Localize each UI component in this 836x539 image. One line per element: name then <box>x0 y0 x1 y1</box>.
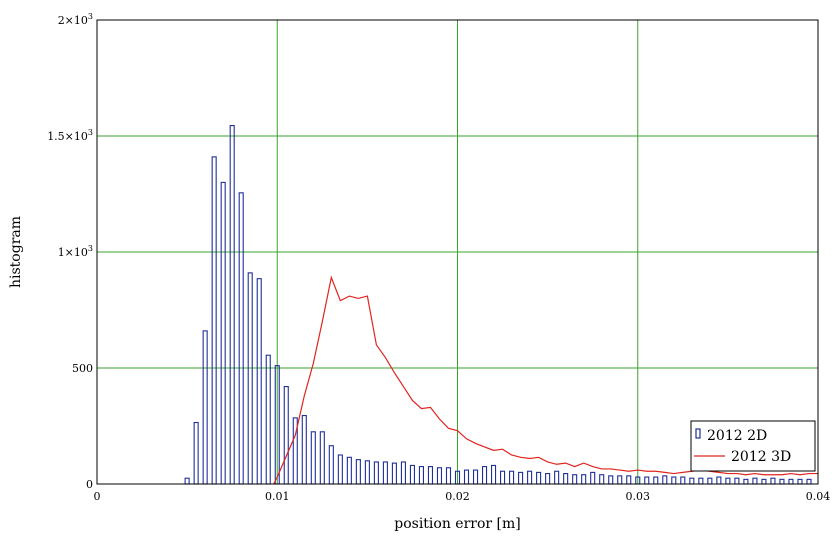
bar-2012-2d <box>337 454 343 485</box>
bar-2012-2d <box>671 476 677 485</box>
bar-2012-2d <box>400 461 406 485</box>
bar-2012-2d <box>445 467 452 485</box>
x-axis-ticks: 0 0.01 0.02 0.03 0.04 <box>94 490 831 503</box>
bar-2012-2d <box>283 386 289 485</box>
x-axis-title: position error [m] <box>394 516 521 532</box>
bar-2012-2d <box>364 460 370 485</box>
bar-2012-2d <box>256 278 262 485</box>
bar-2012-2d <box>490 464 497 485</box>
bar-2012-2d <box>355 459 361 485</box>
bar-2012-2d <box>319 431 325 485</box>
x-tick-label: 0.03 <box>626 490 651 503</box>
x-tick-label: 0.01 <box>265 490 290 503</box>
bar-2012-2d <box>184 477 190 485</box>
y-tick-label: 0 <box>86 478 93 491</box>
bar-2012-2d <box>707 477 713 485</box>
bar-2012-2d <box>536 471 542 485</box>
bar-2012-2d <box>599 474 605 485</box>
legend-label-2012-2d: 2012 2D <box>707 428 767 444</box>
y-tick-label: 500 <box>72 362 93 375</box>
legend-swatch-2012-2d <box>695 428 701 439</box>
bar-2012-2d <box>202 330 208 485</box>
bar-2012-2d <box>500 470 506 485</box>
bar-2012-2d <box>581 474 587 485</box>
bar-2012-2d <box>391 462 397 485</box>
bar-2012-2d <box>563 473 569 485</box>
bar-2012-2d <box>743 478 749 485</box>
bar-2012-2d <box>572 474 578 485</box>
bar-2012-2d <box>310 431 316 485</box>
bar-2012-2d <box>427 466 434 485</box>
grid <box>97 20 818 484</box>
x-tick-label: 0 <box>94 490 101 503</box>
y-axis-ticks: 0 500 1×103 1.5×103 2×103 <box>47 12 93 491</box>
bar-2012-2d <box>608 475 614 485</box>
bar-2012-2d <box>247 272 253 485</box>
bar-2012-2d <box>770 477 776 485</box>
y-tick-label: 1×103 <box>58 244 93 259</box>
bar-2012-2d <box>626 475 632 485</box>
legend: 2012 2D 2012 3D <box>690 420 816 472</box>
bar-2012-2d <box>554 470 560 485</box>
plot-frame <box>96 19 819 485</box>
bar-2012-2d <box>761 478 767 485</box>
bar-2012-2d <box>220 181 226 485</box>
bar-2012-2d <box>806 478 812 485</box>
bar-2012-2d <box>788 478 794 485</box>
bar-2012-2d <box>238 192 244 485</box>
bar-2012-2d <box>472 469 479 485</box>
bar-2012-2d <box>418 466 425 485</box>
y-axis-title: histogram <box>8 216 24 288</box>
bar-2012-2d <box>463 469 470 485</box>
bar-2012-2d <box>436 467 443 485</box>
bar-2012-2d <box>689 477 695 485</box>
bar-2012-2d <box>797 478 803 485</box>
y-tick-label: 1.5×103 <box>47 128 93 143</box>
bar-2012-2d <box>373 461 379 485</box>
bar-2012-2d <box>734 477 740 485</box>
legend-box <box>690 420 816 472</box>
bar-2012-2d <box>662 475 668 485</box>
bar-2012-2d <box>779 478 785 485</box>
legend-label-2012-3d: 2012 3D <box>731 449 791 465</box>
bar-2012-2d <box>382 461 388 485</box>
bar-2012-2d <box>545 473 551 485</box>
bar-2012-2d <box>680 476 686 485</box>
bar-2012-2d <box>617 475 623 485</box>
bar-2012-2d <box>193 421 199 485</box>
bar-2012-2d <box>716 476 722 485</box>
bar-2012-2d <box>229 125 235 485</box>
bar-2012-2d <box>481 466 488 485</box>
bar-2012-2d <box>301 415 307 485</box>
y-tick-label: 2×103 <box>58 12 93 27</box>
bar-2012-2d <box>590 471 596 485</box>
line-2012-3d <box>273 275 818 485</box>
bar-2012-2d <box>211 156 217 485</box>
bar-2012-2d <box>328 445 334 485</box>
bar-2012-2d <box>752 477 758 485</box>
bar-2012-2d <box>527 470 533 485</box>
bar-2012-2d <box>725 477 731 485</box>
bar-2012-2d <box>518 471 524 485</box>
bar-2012-2d <box>509 470 515 485</box>
bar-2012-2d <box>644 476 650 485</box>
series-2012-3d-line <box>273 275 818 485</box>
bar-2012-2d <box>653 476 659 485</box>
bar-2012-2d <box>698 477 704 485</box>
bar-2012-2d <box>346 456 352 485</box>
bar-2012-2d <box>409 464 415 485</box>
bar-2012-2d <box>265 354 271 485</box>
x-tick-label: 0.02 <box>445 490 470 503</box>
x-tick-label: 0.04 <box>806 490 831 503</box>
